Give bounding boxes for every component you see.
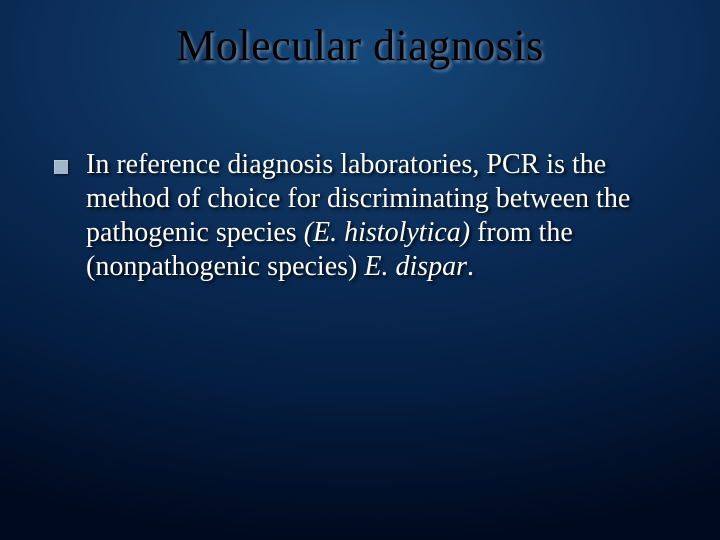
slide-title: Molecular diagnosis — [0, 20, 720, 71]
text-segment-italic: (E. histolytica) — [304, 217, 477, 248]
text-segment: . — [467, 251, 474, 282]
text-segment-italic: E. dispar — [364, 251, 467, 282]
bullet-marker-icon — [54, 160, 68, 174]
bullet-item: In reference diagnosis laboratories, PCR… — [54, 148, 666, 285]
slide-body: In reference diagnosis laboratories, PCR… — [54, 148, 666, 285]
slide: Molecular diagnosis In reference diagnos… — [0, 0, 720, 540]
bullet-text: In reference diagnosis laboratories, PCR… — [86, 148, 666, 285]
